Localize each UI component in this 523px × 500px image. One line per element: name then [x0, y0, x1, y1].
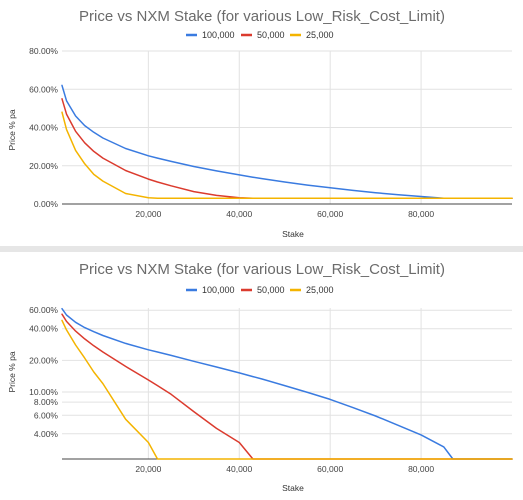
y-tick-label: 8.00% [34, 397, 59, 407]
y-tick-label: 6.00% [34, 410, 59, 420]
plot-lines [61, 84, 513, 200]
x-axis-title: Stake [282, 483, 304, 493]
x-tick-label: 20,000 [135, 209, 161, 219]
y-axis-title: Price % pa [7, 351, 17, 392]
gridlines [62, 308, 512, 460]
x-tick-label: 60,000 [317, 464, 343, 474]
series-line-100000 [61, 307, 513, 460]
y-tick-label: 4.00% [34, 429, 59, 439]
x-tick-label: 40,000 [226, 464, 252, 474]
x-axis-ticks: 20,000 40,000 60,000 80,000 [135, 464, 434, 474]
legend-label-100000: 100,000 [202, 30, 235, 40]
panel-divider [0, 246, 523, 252]
legend: 100,000 50,000 25,000 [186, 285, 334, 295]
chart-title: Price vs NXM Stake (for various Low_Risk… [79, 261, 445, 278]
y-axis-title: Price % pa [7, 109, 17, 150]
plot-lines [61, 307, 513, 460]
legend: 100,000 50,000 25,000 [186, 30, 334, 40]
x-axis-title: Stake [282, 229, 304, 239]
x-axis-ticks: 20,000 40,000 60,000 80,000 [135, 209, 434, 219]
y-tick-label: 60.00% [29, 84, 58, 94]
series-line-25000 [61, 111, 513, 200]
legend-label-25000: 25,000 [306, 30, 334, 40]
y-tick-label: 40.00% [29, 324, 58, 334]
y-tick-label: 20.00% [29, 355, 58, 365]
y-tick-label: 0.00% [34, 199, 59, 209]
y-axis-ticks: 0.00% 20.00% 40.00% 60.00% 80.00% [29, 46, 58, 209]
x-tick-label: 20,000 [135, 464, 161, 474]
legend-label-50000: 50,000 [257, 285, 285, 295]
y-axis-ticks: 4.00% 6.00% 8.00%10.00% 20.00% 40.00% 60.00% [29, 305, 58, 439]
series-line-50000 [61, 98, 513, 200]
legend-label-50000: 50,000 [257, 30, 285, 40]
series-line-100000 [61, 84, 513, 200]
y-tick-label: 40.00% [29, 123, 58, 133]
log-scale-chart: Price vs NXM Stake (for various Low_Risk… [7, 261, 513, 493]
y-tick-label: 20.00% [29, 161, 58, 171]
chart-panel-linear: Price vs NXM Stake (for various Low_Risk… [0, 0, 523, 246]
x-tick-label: 80,000 [408, 209, 434, 219]
linear-scale-chart: Price vs NXM Stake (for various Low_Risk… [7, 8, 513, 239]
x-tick-label: 60,000 [317, 209, 343, 219]
chart-panel-log: Price vs NXM Stake (for various Low_Risk… [0, 252, 523, 500]
x-tick-label: 80,000 [408, 464, 434, 474]
legend-label-100000: 100,000 [202, 285, 235, 295]
y-tick-label: 60.00% [29, 305, 58, 315]
series-line-25000 [61, 319, 513, 460]
x-tick-label: 40,000 [226, 209, 252, 219]
chart-title: Price vs NXM Stake (for various Low_Risk… [79, 8, 445, 25]
y-tick-label: 80.00% [29, 46, 58, 56]
y-tick-label: 10.00% [29, 387, 58, 397]
legend-label-25000: 25,000 [306, 285, 334, 295]
gridlines [62, 50, 512, 205]
